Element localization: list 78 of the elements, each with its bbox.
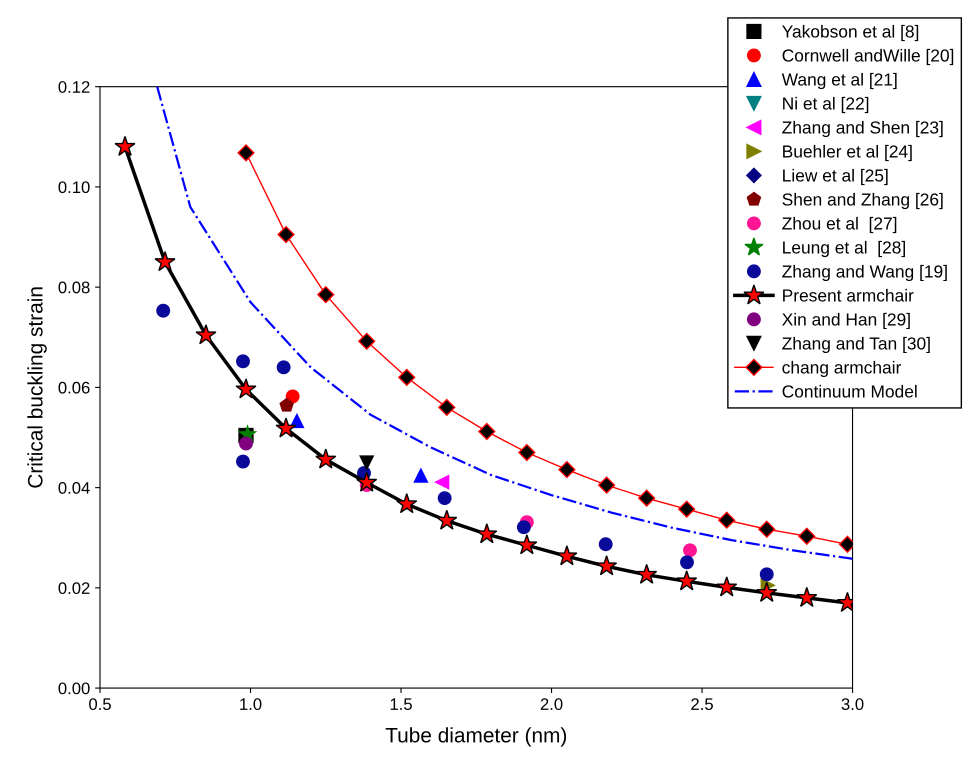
point — [718, 512, 736, 529]
point — [556, 545, 578, 566]
point — [195, 324, 217, 344]
point — [237, 144, 255, 162]
y-tick-label: 0.08 — [58, 282, 90, 294]
y-tick-label: 0.00 — [58, 682, 90, 694]
point — [275, 417, 297, 438]
y-axis-title: Critical buckling strain — [27, 287, 47, 488]
y-tick-label: 0.10 — [58, 181, 90, 194]
point — [235, 378, 257, 399]
legend-label: Wang et al [21] — [782, 72, 897, 90]
y-tick-label: 0.12 — [58, 81, 90, 93]
point — [114, 136, 136, 156]
legend-label: Cornwell andWille [20] — [782, 48, 954, 66]
point — [154, 250, 176, 272]
point — [434, 474, 450, 490]
point — [683, 543, 697, 558]
x-tick-label: 0.5 — [89, 698, 111, 710]
point — [796, 586, 818, 607]
point — [638, 490, 656, 507]
point — [798, 528, 816, 545]
y-tick-label: 0.02 — [58, 582, 90, 594]
point — [236, 354, 250, 368]
x-tick-label: 1.0 — [240, 698, 262, 710]
point — [758, 520, 776, 538]
point — [518, 444, 536, 462]
legend-label: Zhang and Shen [23] — [782, 120, 943, 138]
point — [598, 537, 613, 552]
x-tick-label: 3.0 — [842, 698, 864, 710]
point — [676, 570, 698, 590]
point — [156, 304, 170, 318]
point — [716, 576, 738, 596]
point — [279, 398, 294, 412]
point — [398, 368, 416, 386]
point — [438, 398, 456, 416]
point — [359, 455, 374, 471]
point — [678, 500, 696, 518]
point — [277, 226, 295, 244]
point — [356, 471, 378, 492]
y-tick-label: 0.04 — [58, 482, 90, 494]
legend-label: Zhang and Wang [19] — [782, 264, 947, 282]
point — [396, 493, 418, 514]
x-tick-label: 1.5 — [390, 698, 412, 710]
point — [598, 476, 616, 494]
point — [436, 510, 458, 530]
point — [558, 461, 576, 478]
point — [236, 454, 250, 469]
legend-label: Yakobson et al [8] — [782, 24, 918, 42]
legend-label: Leung et al [28] — [783, 240, 905, 258]
point — [276, 360, 291, 374]
y-tick-label: 0.06 — [58, 382, 90, 394]
legend-label: Zhou et al [27] — [782, 216, 896, 234]
legend-label: Xin and Han [29] — [782, 312, 910, 330]
x-axis-title: Tube diameter (nm) — [386, 727, 566, 747]
legend-label: Zhang and Tan [30] — [782, 336, 930, 354]
point — [516, 520, 531, 534]
legend-label: Ni et al [22] — [783, 96, 868, 114]
point — [680, 555, 694, 570]
legend-label: Present armchair — [783, 288, 914, 302]
legend-label: Liew et al [25] — [783, 168, 888, 186]
point — [358, 332, 376, 350]
x-tick-label: 2.0 — [540, 698, 562, 710]
point — [478, 422, 496, 440]
x-tick-label: 2.5 — [691, 698, 713, 710]
legend-label: Continuum Model — [782, 384, 917, 398]
point — [438, 491, 452, 506]
legend-label: Shen and Zhang [26] — [782, 192, 943, 210]
point — [760, 567, 774, 582]
point — [413, 467, 429, 483]
point — [239, 436, 253, 450]
point — [516, 534, 538, 554]
legend-label: chang armchair — [782, 360, 902, 378]
point — [756, 582, 778, 602]
legend-label: Buehler et al [24] — [783, 144, 912, 162]
point — [636, 564, 658, 584]
point — [596, 555, 618, 576]
point — [317, 286, 334, 304]
point — [315, 448, 336, 469]
